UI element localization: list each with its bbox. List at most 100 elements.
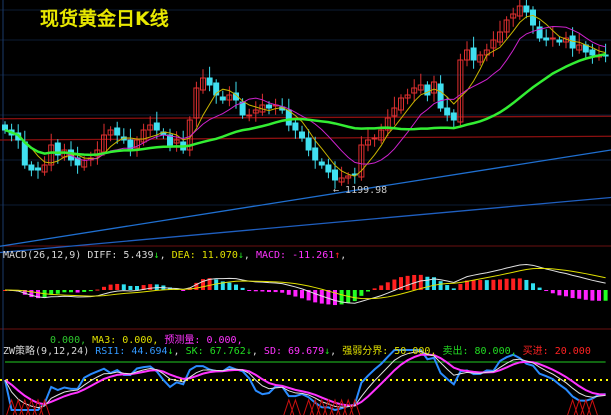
macd-bar	[603, 290, 608, 301]
macd-bar	[121, 284, 126, 290]
macd-bar	[451, 288, 456, 290]
macd-bar	[201, 279, 205, 290]
candle-body	[2, 124, 8, 131]
candle-body	[35, 167, 41, 171]
low-price-label: ← 1199.98	[333, 185, 388, 196]
down-arrow-icon: ↓	[245, 346, 252, 357]
macd-bar	[352, 290, 357, 302]
macd-bar	[564, 290, 568, 297]
macd-bar	[399, 277, 403, 290]
macd-bar	[484, 280, 489, 290]
boundary-value: 强弱分界: 50.000,	[342, 346, 437, 357]
macd-bar	[95, 289, 100, 291]
candle-body	[167, 134, 173, 146]
candle-body	[417, 84, 424, 91]
long-ma-line	[0, 196, 611, 254]
long-ma-line	[0, 135, 611, 141]
candle-body	[365, 139, 371, 146]
macd-bar	[339, 290, 344, 305]
macd-bar	[240, 287, 245, 290]
macd-bar	[69, 290, 73, 293]
macd-bar	[82, 290, 87, 292]
macd-bar	[108, 284, 113, 290]
candle-body	[404, 94, 411, 99]
macd-bar	[141, 285, 146, 290]
forecast-value: 预测量: 0.000,	[164, 335, 243, 346]
diff-line	[4, 263, 606, 304]
candle-body	[450, 112, 457, 121]
macd-bar	[359, 290, 364, 296]
candle-body	[266, 104, 272, 109]
zw-name: ZW策略(9,12,24)	[3, 346, 90, 357]
candle-body	[398, 97, 404, 111]
macd-bar	[247, 290, 252, 291]
macd-bar	[590, 290, 595, 301]
macd-bar	[128, 285, 133, 290]
candle-body	[252, 109, 259, 114]
macd-bar	[207, 278, 212, 290]
macd-bar	[570, 290, 575, 299]
down-arrow-icon: ↓	[153, 250, 160, 261]
macd-bar	[49, 290, 54, 295]
candle-body	[28, 164, 35, 171]
value-a: 0.000,	[50, 335, 87, 346]
buy-signal-mark	[283, 398, 295, 415]
macd-bar	[491, 279, 496, 290]
candle-body	[213, 82, 220, 96]
candle-body	[318, 161, 325, 166]
macd-bar	[517, 278, 522, 290]
candle-body	[305, 137, 312, 151]
macd-bar	[465, 280, 469, 290]
macd-bar	[498, 279, 502, 290]
macd-bar	[253, 290, 258, 292]
sd-line	[4, 353, 606, 407]
macd-bar	[550, 290, 555, 294]
sep: ,	[340, 250, 347, 261]
macd-bar	[379, 285, 384, 290]
buy-signal-mark	[349, 398, 361, 415]
candle-body	[424, 84, 431, 96]
candle-body	[193, 87, 200, 119]
buy-signal-mark	[303, 398, 315, 415]
macd-bar	[102, 286, 106, 290]
candle-body	[391, 107, 398, 117]
macd-bar	[366, 290, 370, 292]
macd-name: MACD(26,12,9)	[3, 250, 82, 261]
candle-body	[239, 101, 246, 116]
macd-bar	[445, 285, 450, 290]
candle-body	[292, 122, 299, 131]
candle-body	[411, 87, 418, 94]
macd-bar	[115, 283, 120, 290]
candle-body	[490, 39, 497, 49]
candle-body	[378, 129, 385, 141]
candle-body	[444, 107, 451, 116]
candle-body	[332, 169, 338, 181]
candle-body	[107, 129, 114, 136]
macd-bar	[280, 290, 285, 293]
buy-signal-mark	[289, 398, 301, 415]
candle-body	[285, 109, 292, 126]
ma-long-line	[4, 52, 606, 157]
macd-bar	[313, 290, 318, 303]
macd-bar	[135, 285, 139, 290]
macd-bar	[405, 275, 410, 290]
buy-signal-mark	[586, 398, 598, 415]
macd-bar	[537, 287, 542, 290]
candle-body	[589, 49, 596, 56]
macd-bar	[227, 282, 232, 290]
buy-signal-mark	[580, 398, 592, 415]
candle-body	[503, 19, 510, 33]
macd-bar	[458, 283, 463, 290]
macd-bar	[392, 279, 397, 290]
candle-body	[299, 131, 305, 139]
macd-bar	[306, 290, 311, 301]
candle-body	[576, 44, 583, 51]
down-arrow-icon: ↓	[324, 346, 331, 357]
candle-body	[530, 9, 536, 26]
forecast-legend: 0.000, MA3: 0.000, 预测量: 0.000,	[50, 331, 243, 346]
sep: ,	[173, 346, 180, 357]
candle-body	[384, 117, 391, 131]
rsi1-line	[4, 349, 606, 412]
macd-bar	[583, 290, 588, 300]
